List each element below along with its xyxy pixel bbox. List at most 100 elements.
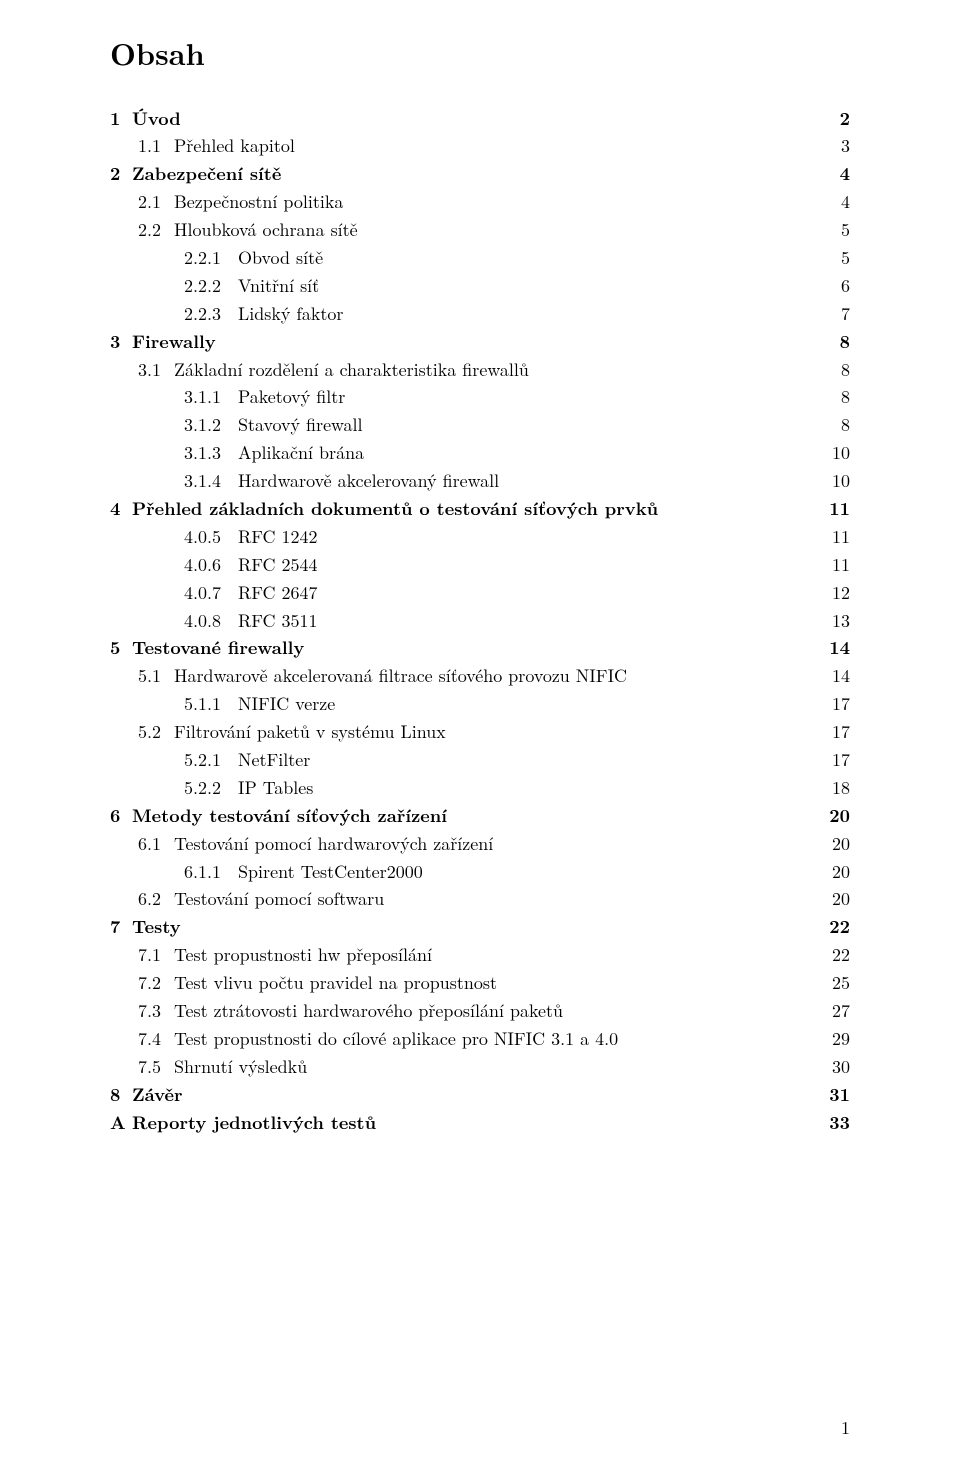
toc-entry-page: 20 — [814, 858, 850, 886]
toc-entry: 2Zabezpečení sítě4 — [110, 160, 850, 188]
toc-entry-number: 4.0.8 — [184, 607, 238, 635]
toc-entry-number: 5.1 — [138, 662, 174, 690]
toc-entry-page: 13 — [814, 607, 850, 635]
toc-entry-label: IP Tables — [238, 774, 319, 802]
toc-entry-label: Test vlivu počtu pravidel na propustnost — [174, 969, 503, 997]
toc-entry-page: 6 — [814, 272, 850, 300]
toc-entry-number: 3.1.1 — [184, 383, 238, 411]
toc-entry: 7.3Test ztrátovosti hardwarového přeposí… — [110, 997, 850, 1025]
toc-entry-number: 5 — [110, 634, 132, 662]
toc-entry-number: 5.2 — [138, 718, 174, 746]
toc-entry-page: 8 — [814, 383, 850, 411]
toc-entry-page: 7 — [814, 300, 850, 328]
toc-entry-page: 22 — [814, 941, 850, 969]
toc-entry: 6.1.1Spirent TestCenter200020 — [110, 858, 850, 886]
toc-entry-number: 4.0.5 — [184, 523, 238, 551]
toc-entry-label: Testování pomocí hardwarových zařízení — [174, 830, 499, 858]
toc-entry: 7Testy22 — [110, 913, 850, 941]
toc-entry: 5.1Hardwarově akcelerovaná filtrace síťo… — [110, 662, 850, 690]
toc-entry-number: 2.2.2 — [184, 272, 238, 300]
toc-entry-number: 3.1.2 — [184, 411, 238, 439]
toc-entry-number: 6.1.1 — [184, 858, 238, 886]
toc-entry: 3Firewally8 — [110, 328, 850, 356]
toc-entry-page: 4 — [814, 188, 850, 216]
toc-entry-page: 17 — [814, 746, 850, 774]
toc-entry-label: Lidský faktor — [238, 300, 349, 328]
toc-entry-number: 2.2.3 — [184, 300, 238, 328]
toc-entry-page: 17 — [814, 718, 850, 746]
toc-entry-label: RFC 3511 — [238, 607, 324, 635]
toc-entry-page: 3 — [814, 132, 850, 160]
toc-entry-number: 3.1 — [138, 356, 174, 384]
toc-entry-page: 11 — [814, 551, 850, 579]
toc-entry: 6.1Testování pomocí hardwarových zařízen… — [110, 830, 850, 858]
toc-entry-page: 8 — [814, 328, 850, 356]
toc-entry-number: 7.1 — [138, 941, 174, 969]
toc-entry: 4Přehled základních dokumentů o testován… — [110, 495, 850, 523]
toc-entry-label: Stavový firewall — [238, 411, 369, 439]
toc-entry-number: 5.2.2 — [184, 774, 238, 802]
toc-entry: 3.1.3Aplikační brána10 — [110, 439, 850, 467]
toc-entry-number: 5.1.1 — [184, 690, 238, 718]
toc-entry-label: Filtrování paketů v systému Linux — [174, 718, 452, 746]
toc-entry-page: 18 — [814, 774, 850, 802]
toc-entry-label: Test propustnosti hw přeposílání — [174, 941, 438, 969]
toc-entry: 7.5Shrnutí výsledků30 — [110, 1053, 850, 1081]
toc-entry: 3.1.4Hardwarově akcelerovaný firewall10 — [110, 467, 850, 495]
toc-entry-page: 10 — [814, 439, 850, 467]
toc-entry-page: 30 — [814, 1053, 850, 1081]
toc-entry: 8Závěr 31 — [110, 1081, 850, 1109]
toc-entry-page: 20 — [814, 885, 850, 913]
toc-entry: 5.1.1NIFIC verze17 — [110, 690, 850, 718]
toc-entry: 6Metody testování síťových zařízení20 — [110, 802, 850, 830]
toc-entry: 5.2Filtrování paketů v systému Linux 17 — [110, 718, 850, 746]
toc-entry: 7.1Test propustnosti hw přeposílání 22 — [110, 941, 850, 969]
toc-entry-label: Úvod — [132, 105, 187, 133]
toc-entry-number: 5.2.1 — [184, 746, 238, 774]
toc-entry-label: Testování pomocí softwaru — [174, 885, 390, 913]
toc-entry-number: 4.0.6 — [184, 551, 238, 579]
toc-entry-number: 8 — [110, 1081, 132, 1109]
toc-entry-page: 4 — [814, 160, 850, 188]
toc-entry-number: 2.2 — [138, 216, 174, 244]
toc-entry: 3.1.2Stavový firewall8 — [110, 411, 850, 439]
toc-entry-page: 20 — [814, 830, 850, 858]
toc-entry-label: Zabezpečení sítě — [132, 160, 287, 188]
toc-entry: 4.0.7RFC 264712 — [110, 579, 850, 607]
toc-entry-label: Vnitřní síť — [238, 272, 325, 300]
toc-entry-label: RFC 1242 — [238, 523, 324, 551]
toc-entry-page: 8 — [814, 356, 850, 384]
toc-entry: 2.2Hloubková ochrana sítě5 — [110, 216, 850, 244]
toc-entry-label: Obvod sítě — [238, 244, 329, 272]
toc-entry-page: 2 — [814, 105, 850, 133]
toc-entry-page: 25 — [814, 969, 850, 997]
toc-entry-label: Závěr — [132, 1081, 189, 1109]
toc-entry-page: 12 — [814, 579, 850, 607]
toc-entry-label: Test propustnosti do cílové aplikace pro… — [174, 1025, 624, 1053]
toc-entry-label: Reporty jednotlivých testů — [132, 1109, 382, 1137]
toc-entry-label: Hardwarově akcelerovaný firewall — [238, 467, 505, 495]
toc-entry-label: Test ztrátovosti hardwarového přeposílán… — [174, 997, 569, 1025]
toc-entry-number: 6.2 — [138, 885, 174, 913]
toc-entry-label: Bezpečnostní politika — [174, 188, 349, 216]
toc-entry: 6.2Testování pomocí softwaru 20 — [110, 885, 850, 913]
toc-entry: 4.0.8RFC 3511 13 — [110, 607, 850, 635]
toc-entry-page: 20 — [814, 802, 850, 830]
toc-entry-number: 3.1.3 — [184, 439, 238, 467]
toc-entry-page: 31 — [814, 1081, 850, 1109]
toc-entry-number: 7.2 — [138, 969, 174, 997]
toc-entry-page: 11 — [814, 495, 850, 523]
toc-entry-label: Firewally — [132, 328, 222, 356]
toc-entry-page: 27 — [814, 997, 850, 1025]
toc-entry-number: 1.1 — [138, 132, 174, 160]
toc-container: 1Úvod21.1Přehled kapitol32Zabezpečení sí… — [110, 105, 850, 1137]
toc-entry-number: 3.1.4 — [184, 467, 238, 495]
toc-entry: 5.2.2IP Tables 18 — [110, 774, 850, 802]
toc-entry-number: 4 — [110, 495, 132, 523]
toc-entry-number: 6.1 — [138, 830, 174, 858]
toc-entry-label: Přehled základních dokumentů o testování… — [132, 495, 664, 523]
toc-entry: 1.1Přehled kapitol3 — [110, 132, 850, 160]
toc-entry-label: Hloubková ochrana sítě — [174, 216, 364, 244]
toc-entry-page: 5 — [814, 244, 850, 272]
toc-entry-label: Shrnutí výsledků — [174, 1053, 313, 1081]
